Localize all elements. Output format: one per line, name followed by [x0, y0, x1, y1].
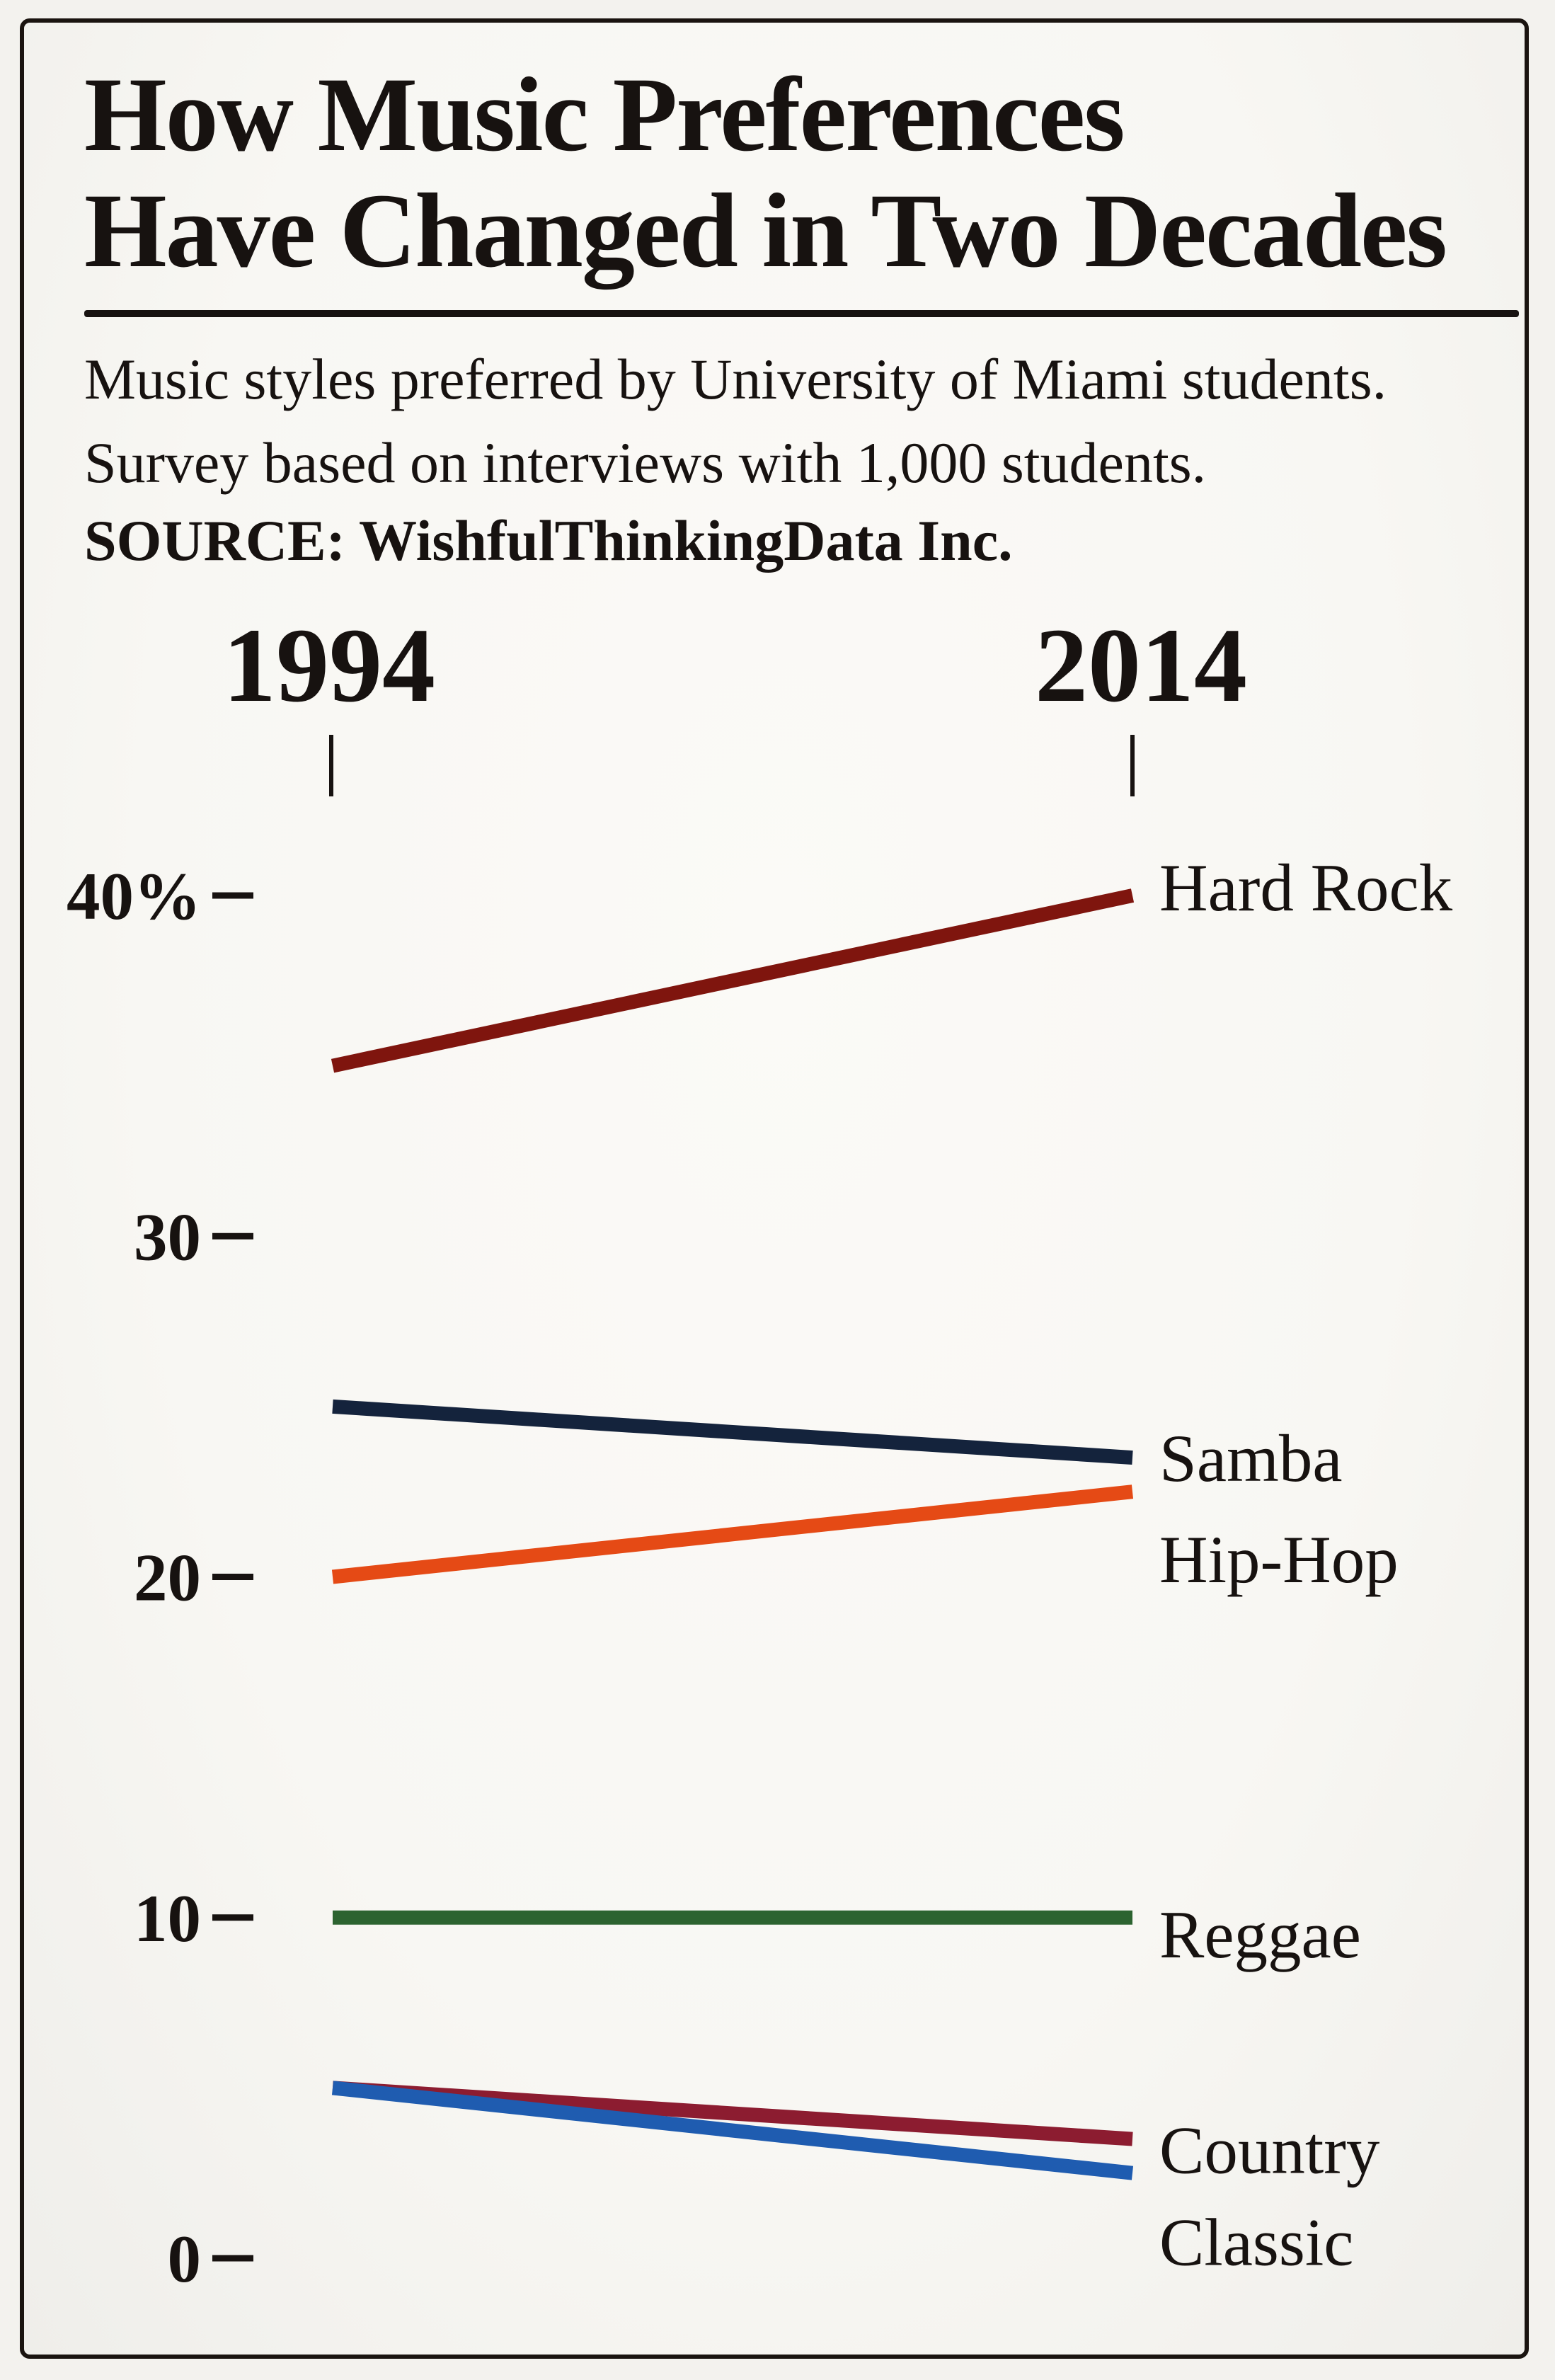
- series-label-hard-rock: Hard Rock: [1159, 850, 1453, 925]
- chart-title: How Music Preferences Have Changed in Tw…: [84, 57, 1528, 289]
- x-tick-label-2014: 2014: [1035, 607, 1247, 724]
- chart-title-line1: How Music Preferences: [84, 56, 1125, 173]
- chart-source: SOURCE: WishfulThinkingData Inc.: [84, 508, 1013, 573]
- y-tick-label-30: 30: [134, 1199, 201, 1274]
- y-tick-label-40: 40%: [67, 859, 201, 934]
- chart-subtitle-line1: Music styles preferred by University of …: [84, 347, 1387, 411]
- series-line-classic: [331, 2081, 1134, 2180]
- title-divider-rule: [84, 310, 1519, 317]
- series-line-hip-hop: [331, 1484, 1134, 1584]
- x-tick-label-1994: 1994: [223, 607, 435, 724]
- series-label-samba: Samba: [1159, 1421, 1343, 1496]
- series-label-reggae: Reggae: [1159, 1897, 1361, 1972]
- y-tick-label-20: 20: [134, 1540, 201, 1615]
- series-label-hip-hop: Hip-Hop: [1159, 1522, 1399, 1597]
- chart-title-line2: Have Changed in Two Decades: [84, 172, 1447, 290]
- series-label-classic: Classic: [1159, 2205, 1353, 2280]
- y-tick-label-0: 0: [168, 2221, 202, 2296]
- series-label-country: Country: [1159, 2113, 1380, 2188]
- series-line-hard-rock: [331, 888, 1135, 1073]
- chart-card: How Music Preferences Have Changed in Tw…: [20, 18, 1529, 2359]
- y-tick-label-10: 10: [134, 1881, 201, 1956]
- series-line-samba: [332, 1399, 1133, 1465]
- chart-subtitle-line2: Survey based on interviews with 1,000 st…: [84, 430, 1207, 495]
